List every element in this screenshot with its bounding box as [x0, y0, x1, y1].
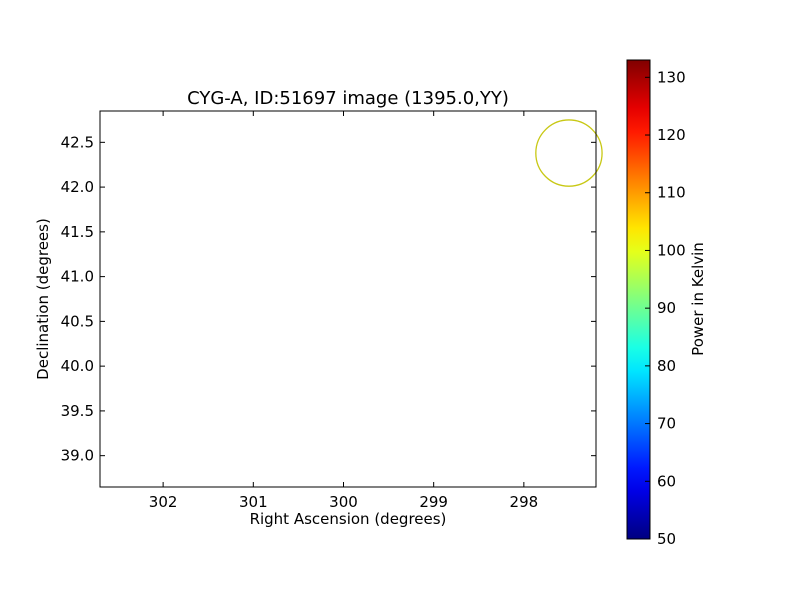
y-tick-label: 40.0	[61, 357, 94, 375]
x-tick-label: 299	[419, 493, 448, 511]
y-tick-label: 39.5	[61, 402, 94, 420]
x-axis-ticks: 302 301 300 299 298	[149, 111, 538, 511]
colorbar-tick-label: 50	[657, 530, 676, 548]
x-tick-label: 301	[239, 493, 268, 511]
x-axis-label: Right Ascension (degrees)	[250, 510, 447, 528]
colorbar-tick-label: 90	[657, 299, 676, 317]
colorbar-tick-label: 110	[657, 184, 686, 202]
colorbar-tick-label: 80	[657, 357, 676, 375]
colorbar-tick-label: 120	[657, 126, 686, 144]
y-tick-label: 39.0	[61, 447, 94, 465]
y-tick-label: 42.0	[61, 178, 94, 196]
colorbar-tick-label: 130	[657, 68, 686, 86]
y-tick-label: 41.5	[61, 223, 94, 241]
colorbar-gradient	[626, 59, 651, 540]
plot-area: 302 301 300 299 298 39.0 39.5 40.0 40.5 41.0 41.5…	[61, 110, 603, 511]
colorbar-tick-label: 100	[657, 241, 686, 259]
x-tick-label: 298	[510, 493, 539, 511]
colorbar: 50 60 70 80 90 100 110 120 130 Power in Kelvin	[626, 59, 707, 548]
y-tick-label: 40.5	[61, 312, 94, 330]
colorbar-label: Power in Kelvin	[689, 242, 707, 356]
heatmap-image	[100, 111, 596, 487]
y-axis-label: Declination (degrees)	[34, 218, 52, 380]
y-tick-label: 42.5	[61, 133, 94, 151]
chart-title: CYG-A, ID:51697 image (1395.0,YY)	[187, 88, 509, 109]
x-tick-label: 302	[149, 493, 178, 511]
plot-frame	[99, 110, 597, 488]
y-tick-label: 41.0	[61, 268, 94, 286]
colorbar-tick-label: 70	[657, 415, 676, 433]
colorbar-ticks: 50 60 70 80 90 100 110 120 130	[645, 68, 686, 548]
beam-circle	[535, 119, 603, 187]
colorbar-tick-label: 60	[657, 472, 676, 490]
y-axis-ticks: 39.0 39.5 40.0 40.5 41.0 41.5 42.0 42.5	[61, 133, 596, 465]
x-tick-label: 300	[329, 493, 358, 511]
